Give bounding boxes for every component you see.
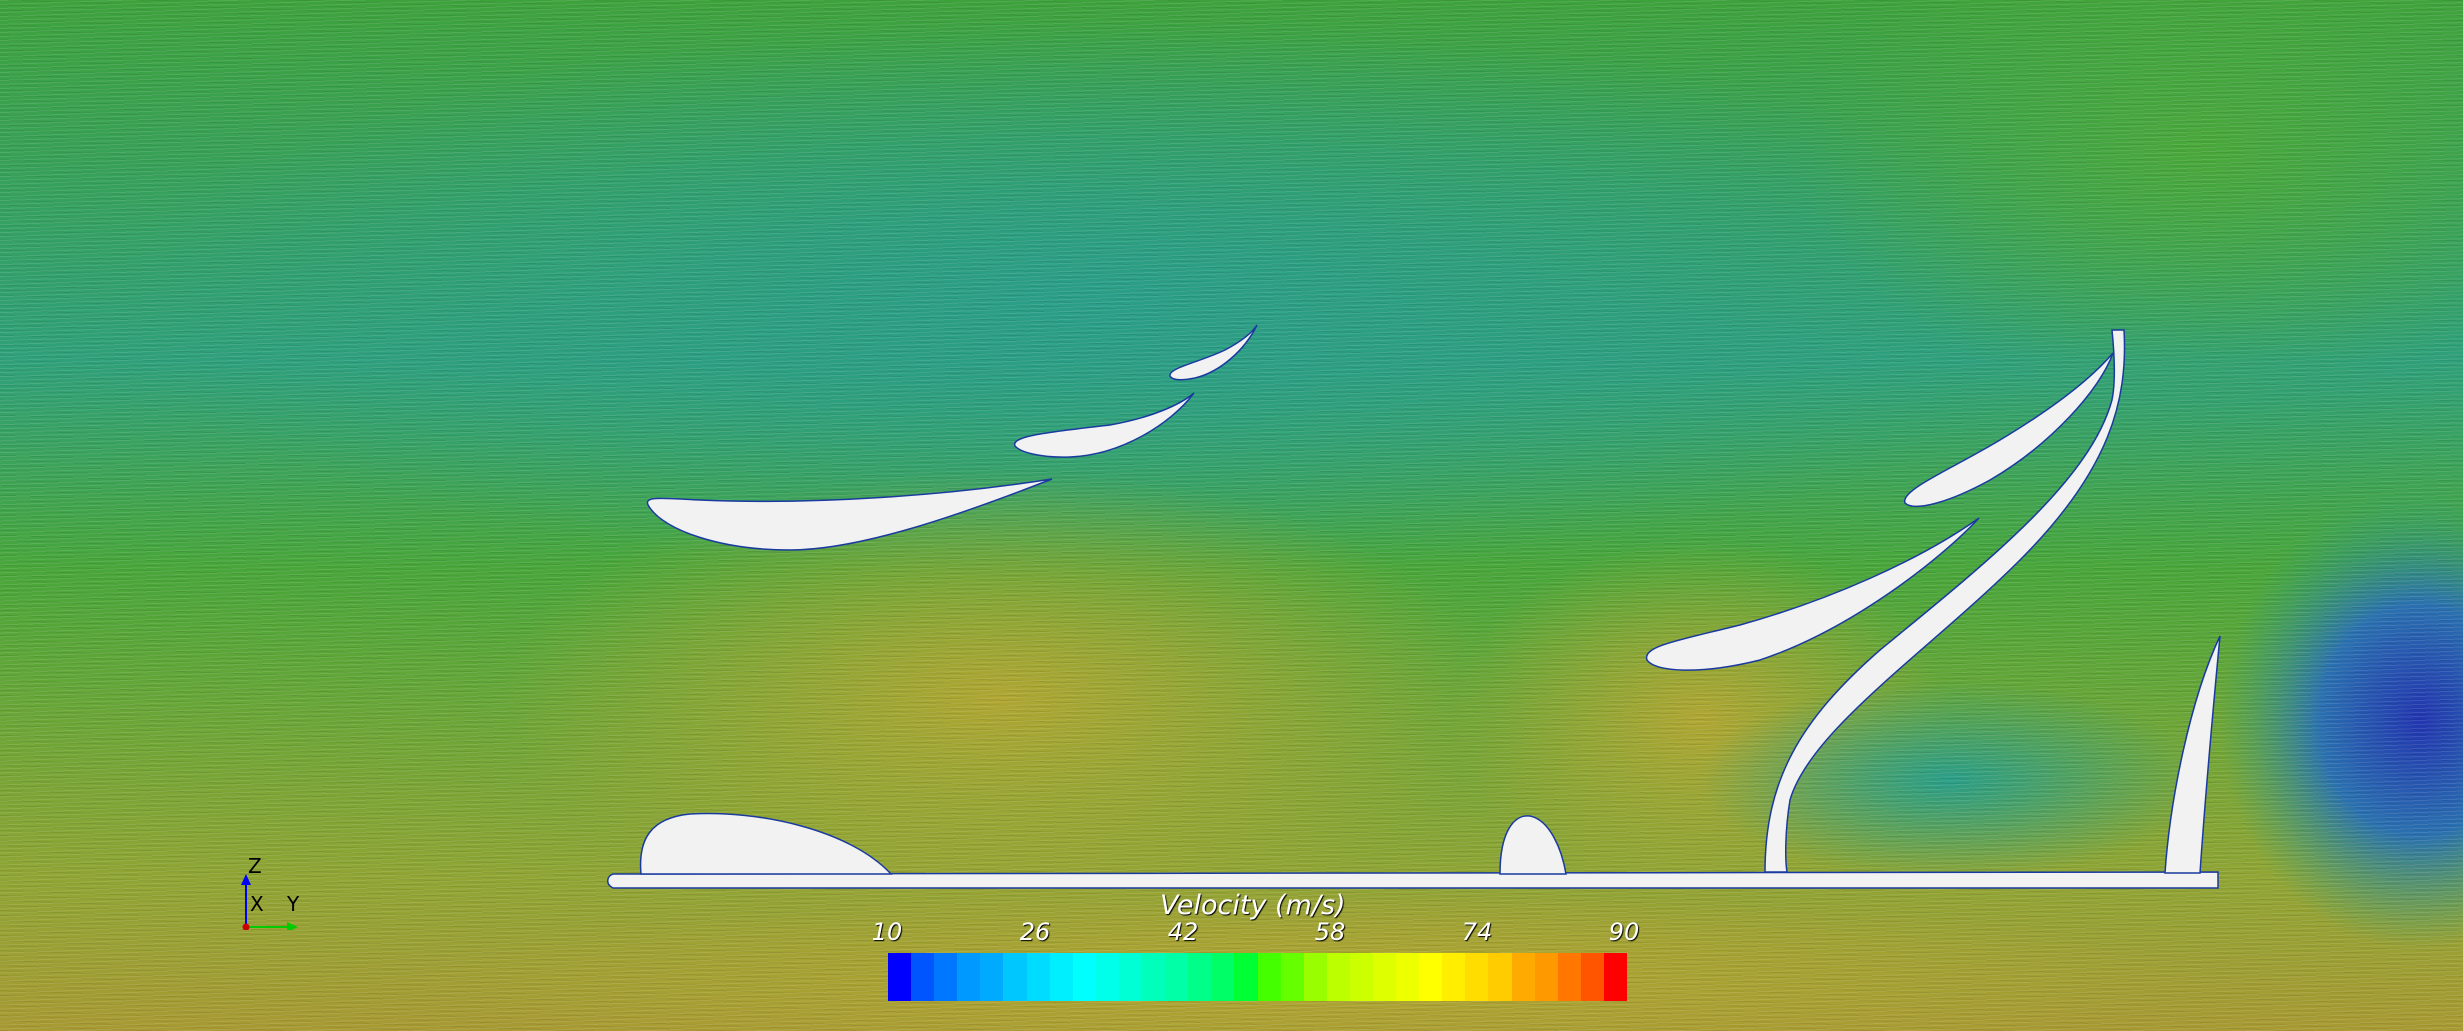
colorbar-segment (1603, 953, 1627, 1001)
rear-wing-upper (1904, 352, 2114, 507)
axes-triad: Z X Y (230, 854, 310, 932)
colorbar-segment (1419, 953, 1443, 1001)
colorbar-segment (1211, 953, 1235, 1001)
colorbar-segment (1557, 953, 1581, 1001)
colorbar-segment (1072, 953, 1096, 1001)
colorbar-segment (1165, 953, 1189, 1001)
colorbar-segment (1396, 953, 1420, 1001)
swan-neck-strut (1764, 329, 2126, 873)
colorbar-segment (1003, 953, 1027, 1001)
colorbar-segment (1303, 953, 1327, 1001)
axis-label-y: Y (287, 892, 300, 916)
colorbar-segment (1580, 953, 1604, 1001)
colorbar-title: Velocity (m/s) (1160, 890, 1346, 921)
flap-element-2 (1013, 392, 1195, 458)
colorbar-tick: 90 (1608, 918, 1640, 946)
colorbar-segment (1465, 953, 1489, 1001)
front-bump (639, 812, 893, 875)
colorbar-tick: 42 (1167, 918, 1199, 946)
colorbar-segment (1349, 953, 1373, 1001)
colorbar-segment (1534, 953, 1558, 1001)
colorbar-segment (911, 953, 935, 1001)
rear-wing-lower (1645, 517, 1980, 671)
colorbar-tick: 74 (1461, 918, 1493, 946)
colorbar-segment (1188, 953, 1212, 1001)
colorbar-segment (1118, 953, 1143, 1001)
colorbar-segment (1372, 953, 1397, 1001)
axis-label-x: X (250, 892, 264, 916)
colorbar-segment (957, 953, 981, 1001)
axis-label-z: Z (248, 854, 262, 878)
colorbar-segment (1326, 953, 1350, 1001)
colorbar (888, 953, 1627, 1001)
colorbar-segment (1026, 953, 1050, 1001)
colorbar-tick: 26 (1019, 918, 1051, 946)
mid-bump (1499, 815, 1567, 875)
axes-arrows-icon (241, 874, 298, 932)
colorbar-segment (1095, 953, 1119, 1001)
colorbar-segment (888, 953, 912, 1001)
colorbar-segment (934, 953, 958, 1001)
colorbar-segment (1280, 953, 1304, 1001)
colorbar-segment (1049, 953, 1073, 1001)
colorbar-segment (1442, 953, 1466, 1001)
colorbar-segment (1142, 953, 1166, 1001)
colorbar-tick: 58 (1314, 918, 1346, 946)
main-wing-element (646, 478, 1053, 551)
floor-plate (607, 871, 2219, 889)
colorbar-tick: 10 (871, 918, 903, 946)
colorbar-segment (1488, 953, 1512, 1001)
colorbar-segment (1511, 953, 1535, 1001)
colorbar-segment (980, 953, 1004, 1001)
colorbar-segment (1234, 953, 1258, 1001)
flap-element-3 (1169, 324, 1258, 381)
rear-fin (2164, 635, 2221, 874)
colorbar-segment (1257, 953, 1281, 1001)
